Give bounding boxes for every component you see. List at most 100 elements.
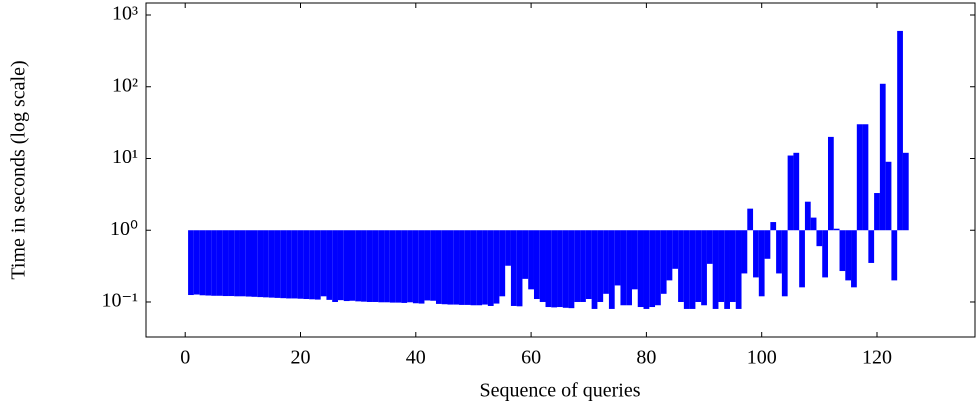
bar	[389, 230, 396, 303]
bar	[447, 230, 454, 305]
bar	[372, 230, 379, 302]
bar	[833, 228, 840, 231]
bar	[205, 230, 212, 296]
bar	[528, 230, 534, 290]
x-tick-label: 100	[747, 347, 777, 369]
bar	[608, 230, 615, 309]
bar	[476, 230, 483, 306]
x-tick-label: 20	[291, 347, 311, 369]
x-tick-label: 120	[862, 347, 892, 369]
bar	[897, 30, 903, 231]
bar	[729, 230, 736, 302]
bar	[539, 230, 546, 302]
x-tick-label: 40	[406, 347, 426, 369]
bar	[199, 230, 206, 296]
bar	[505, 230, 511, 266]
bar	[355, 230, 362, 302]
bar	[562, 230, 569, 308]
bar	[683, 230, 690, 309]
y-axis-label: Time in seconds (log scale)	[8, 60, 30, 279]
bar	[793, 152, 800, 231]
bar	[320, 230, 327, 297]
bar	[499, 230, 506, 297]
bar	[493, 230, 500, 304]
bar	[551, 230, 558, 308]
bar	[603, 230, 609, 294]
bar	[753, 230, 759, 278]
bar	[533, 230, 540, 300]
bar	[735, 230, 742, 309]
bar	[706, 230, 713, 264]
y-tick-label: 10⁰	[110, 218, 138, 240]
bar	[366, 230, 373, 302]
bar	[649, 230, 656, 308]
bar	[770, 222, 777, 231]
bar	[695, 230, 702, 302]
bar	[239, 230, 246, 297]
bar	[655, 230, 661, 306]
x-axis-label: Sequence of queries	[479, 380, 640, 402]
bar	[487, 230, 494, 306]
bar	[672, 230, 679, 269]
bar	[395, 230, 402, 303]
bar	[856, 124, 863, 231]
bar	[868, 230, 875, 263]
bar	[332, 230, 338, 302]
bar	[435, 230, 442, 304]
bar	[516, 230, 523, 307]
y-tick-label: 10²	[112, 74, 138, 96]
bar	[678, 230, 684, 302]
y-tick-label: 10⁻¹	[101, 290, 138, 312]
bar	[193, 230, 200, 295]
bar	[326, 230, 333, 300]
bar	[891, 230, 898, 281]
bar	[689, 230, 696, 309]
bar	[747, 208, 754, 231]
bar	[666, 230, 673, 281]
bar	[297, 230, 304, 299]
bar	[309, 230, 315, 300]
bar	[712, 230, 719, 309]
bar	[839, 230, 846, 272]
bar	[222, 230, 229, 297]
x-tick-label: 60	[521, 347, 541, 369]
y-tick-label: 10¹	[112, 146, 138, 168]
bar	[441, 230, 448, 305]
bar	[874, 193, 880, 231]
bar	[522, 230, 529, 279]
bar	[291, 230, 298, 299]
bar	[314, 230, 321, 300]
bar	[337, 230, 344, 301]
bar	[626, 230, 632, 306]
bar	[591, 230, 598, 309]
bar	[643, 230, 650, 309]
bar	[787, 155, 794, 231]
bar	[822, 230, 828, 278]
bar	[799, 230, 805, 288]
bar	[211, 230, 217, 296]
bar	[804, 201, 811, 231]
bar	[851, 230, 857, 288]
bar	[343, 230, 350, 302]
bar	[470, 230, 477, 306]
bar	[701, 230, 707, 306]
bar	[188, 230, 194, 296]
bar	[424, 230, 431, 301]
bar	[459, 230, 465, 305]
bar	[620, 230, 627, 306]
plot-frame	[145, 2, 976, 338]
bar	[257, 230, 264, 298]
bar	[580, 230, 586, 302]
bar	[263, 230, 269, 298]
bar	[568, 230, 575, 309]
bar	[453, 230, 460, 305]
bar	[902, 152, 909, 231]
bar	[384, 230, 390, 303]
bar	[378, 230, 385, 303]
bar	[781, 230, 788, 297]
bar	[574, 230, 581, 302]
bar	[741, 230, 748, 274]
bar	[274, 230, 281, 298]
bar	[585, 230, 592, 300]
